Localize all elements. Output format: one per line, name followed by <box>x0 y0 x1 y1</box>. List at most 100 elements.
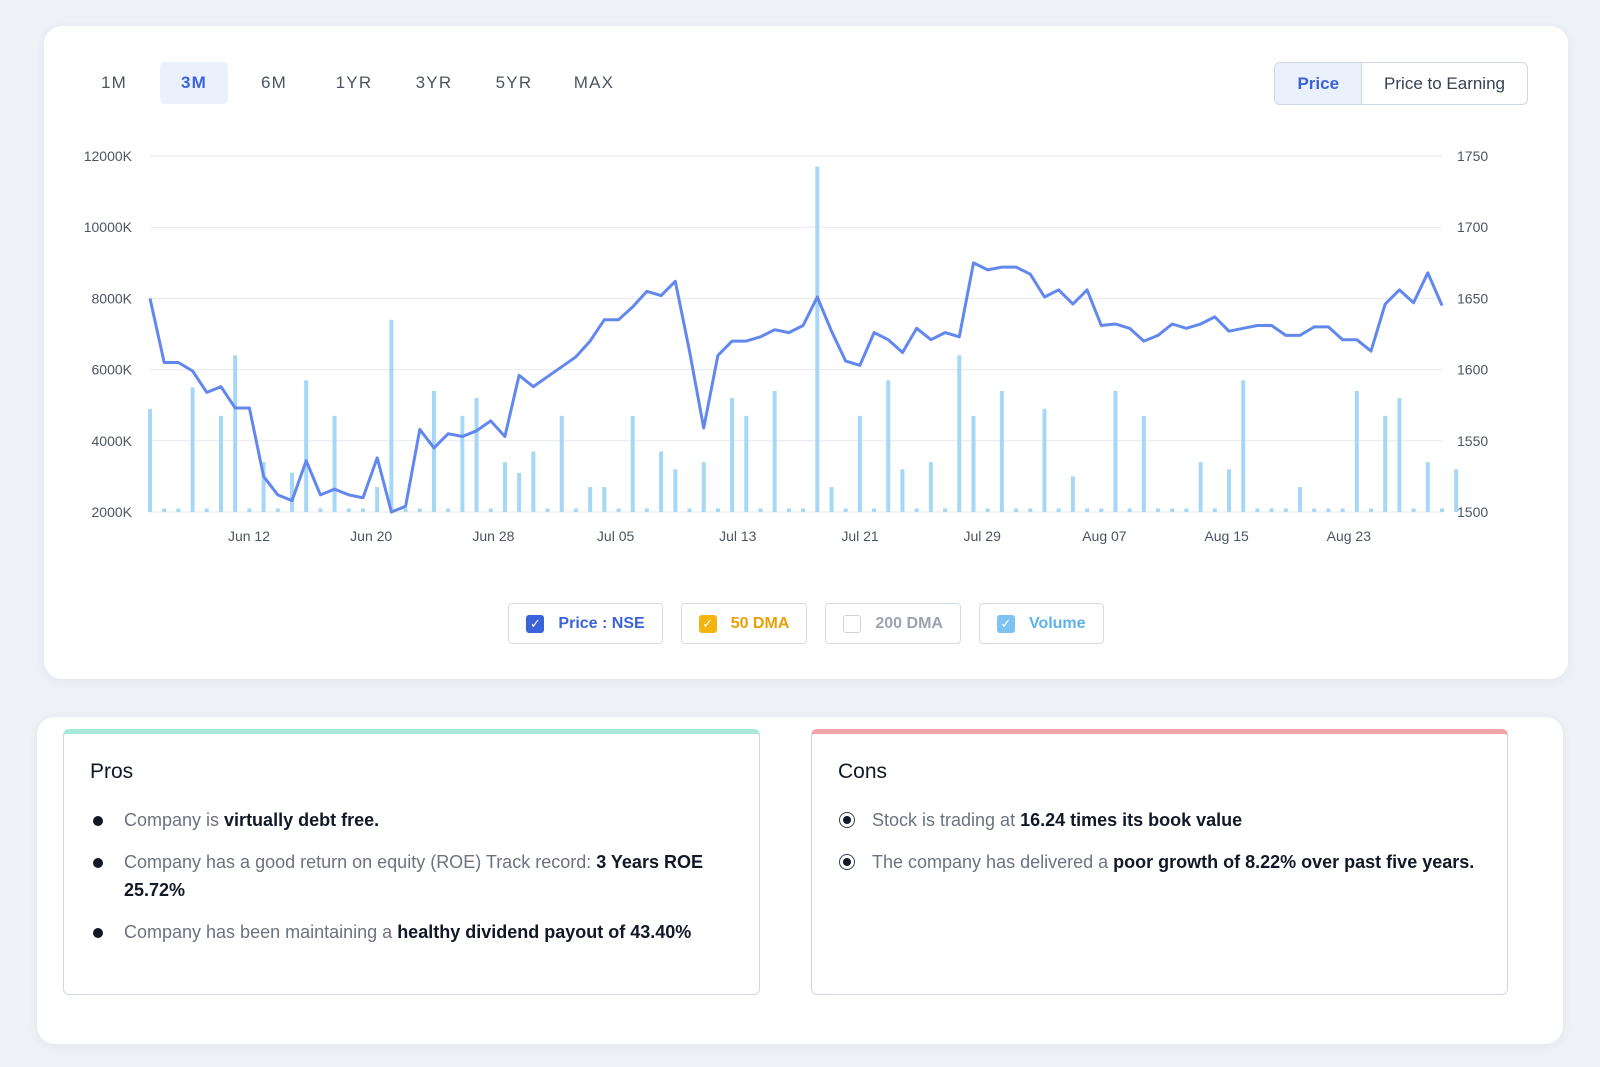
volume-bar <box>843 508 848 512</box>
range-tab-1yr[interactable]: 1YR <box>335 73 373 92</box>
volume-bar <box>1383 415 1388 512</box>
volume-bar <box>1454 469 1459 512</box>
pros-text: Company has a good return on equity (ROE… <box>124 852 597 872</box>
bullet-icon <box>93 858 103 868</box>
volume-bar <box>318 508 323 512</box>
checkbox-icon[interactable]: ✓ <box>996 614 1015 633</box>
volume-bar <box>900 469 905 512</box>
range-tab-3yr[interactable]: 3YR <box>415 73 453 92</box>
volume-bar <box>1014 508 1019 512</box>
volume-bar <box>715 508 720 512</box>
pros-cons-card: Pros Company is virtually debt free. Comp… <box>37 717 1563 1044</box>
volume-bar <box>488 508 493 512</box>
volume-bar <box>914 508 919 512</box>
volume-bar <box>332 415 337 512</box>
pros-highlight: 3 Years ROE 25.72% <box>124 852 703 900</box>
volume-bar <box>659 451 664 512</box>
x-tick: Aug 23 <box>1327 528 1372 544</box>
volume-bar <box>403 508 408 512</box>
volume-bar <box>985 508 990 512</box>
pros-title: Pros <box>90 760 134 783</box>
volume-bar <box>1411 508 1416 512</box>
y-left-tick: 6000K <box>92 362 133 378</box>
range-tab-3m[interactable]: 3M <box>160 62 228 104</box>
volume-bar <box>1227 469 1232 512</box>
volume-bar <box>289 472 294 512</box>
tab-price[interactable]: Price <box>1275 63 1363 104</box>
volume-bar <box>261 462 266 512</box>
price-chart-card: 1M 3M 6M 1YR 3YR 5YR MAX Price Price to Earnin… <box>44 26 1568 679</box>
checkbox-icon[interactable] <box>843 614 862 633</box>
volume-bar <box>730 398 735 512</box>
volume-bar <box>772 390 777 512</box>
pros-item: Company has a good return on equity (ROE… <box>90 848 733 904</box>
volume-bar <box>360 508 365 512</box>
cons-text: Stock is trading at <box>872 810 1021 830</box>
x-tick: Aug 15 <box>1204 528 1249 544</box>
bullet-icon <box>93 928 103 938</box>
range-tab-6m[interactable]: 6M <box>260 73 288 92</box>
volume-bar <box>573 508 578 512</box>
cons-list: Stock is trading at 16.24 times its book… <box>838 806 1481 876</box>
volume-bar <box>644 508 649 512</box>
volume-bar <box>204 508 209 512</box>
volume-bar <box>417 508 422 512</box>
volume-bar <box>786 508 791 512</box>
x-tick: Jul 21 <box>841 528 879 544</box>
volume-bar <box>431 390 436 512</box>
volume-bar <box>673 469 678 512</box>
volume-bar <box>176 508 181 512</box>
legend-label: Volume <box>1028 614 1086 632</box>
tab-price-to-earning[interactable]: Price to Earning <box>1384 73 1505 93</box>
legend-volume[interactable]: ✓ Volume <box>978 603 1104 644</box>
volume-bar <box>1099 508 1104 512</box>
volume-bar <box>687 508 692 512</box>
x-tick: Jul 13 <box>719 528 757 544</box>
checkbox-icon[interactable]: ✓ <box>526 614 545 633</box>
y-right-tick: 1550 <box>1457 433 1488 449</box>
cons-item: Stock is trading at 16.24 times its book… <box>838 806 1481 834</box>
x-tick: Jun 28 <box>472 528 514 544</box>
volume-bar <box>559 415 564 512</box>
pros-highlight: healthy dividend payout of 43.40% <box>397 922 692 942</box>
cons-highlight: 16.24 times its book value <box>1020 810 1243 830</box>
y-left-tick: 10000K <box>84 219 133 235</box>
volume-bar <box>999 390 1004 512</box>
legend-price-nse[interactable]: ✓ Price : NSE <box>508 603 663 644</box>
range-tab-5yr[interactable]: 5YR <box>495 73 533 92</box>
x-tick: Jul 05 <box>597 528 635 544</box>
volume-bar <box>1283 508 1288 512</box>
volume-bar <box>1212 508 1217 512</box>
x-tick: Jul 29 <box>964 528 1002 544</box>
volume-bar <box>1354 390 1359 512</box>
volume-bar <box>1141 415 1146 512</box>
volume-bar <box>1170 508 1175 512</box>
volume-bar <box>1369 508 1374 512</box>
volume-bar <box>460 415 465 512</box>
checkbox-icon[interactable]: ✓ <box>698 614 717 633</box>
legend-50-dma[interactable]: ✓ 50 DMA <box>680 603 808 644</box>
volume-bar <box>531 451 536 512</box>
x-tick: Jun 20 <box>350 528 392 544</box>
volume-bar <box>957 355 962 512</box>
volume-bar <box>602 487 607 512</box>
volume-bar <box>1340 508 1345 512</box>
volume-bar <box>346 508 351 512</box>
volume-bar <box>744 415 749 512</box>
volume-bar <box>872 508 877 512</box>
legend-label: Price : NSE <box>558 614 645 632</box>
volume-bar <box>1156 508 1161 512</box>
volume-bar <box>588 487 593 512</box>
price-volume-chart: 2000K 4000K 6000K 8000K 10000K 12000K 1500 1550… <box>84 148 1489 544</box>
volume-bar <box>148 408 152 512</box>
volume-bar <box>1184 508 1189 512</box>
volume-bar <box>389 319 394 512</box>
cons-box: Cons Stock is trading at 16.24 times its… <box>811 729 1508 995</box>
volume-bar <box>801 508 806 512</box>
legend-200-dma[interactable]: 200 DMA <box>825 603 961 644</box>
y-left-tick: 4000K <box>92 433 133 449</box>
range-tab-1m[interactable]: 1M <box>100 73 128 92</box>
volume-bar <box>857 415 862 512</box>
range-tab-max[interactable]: MAX <box>573 73 615 92</box>
cons-text: The company has delivered a <box>872 852 1114 872</box>
